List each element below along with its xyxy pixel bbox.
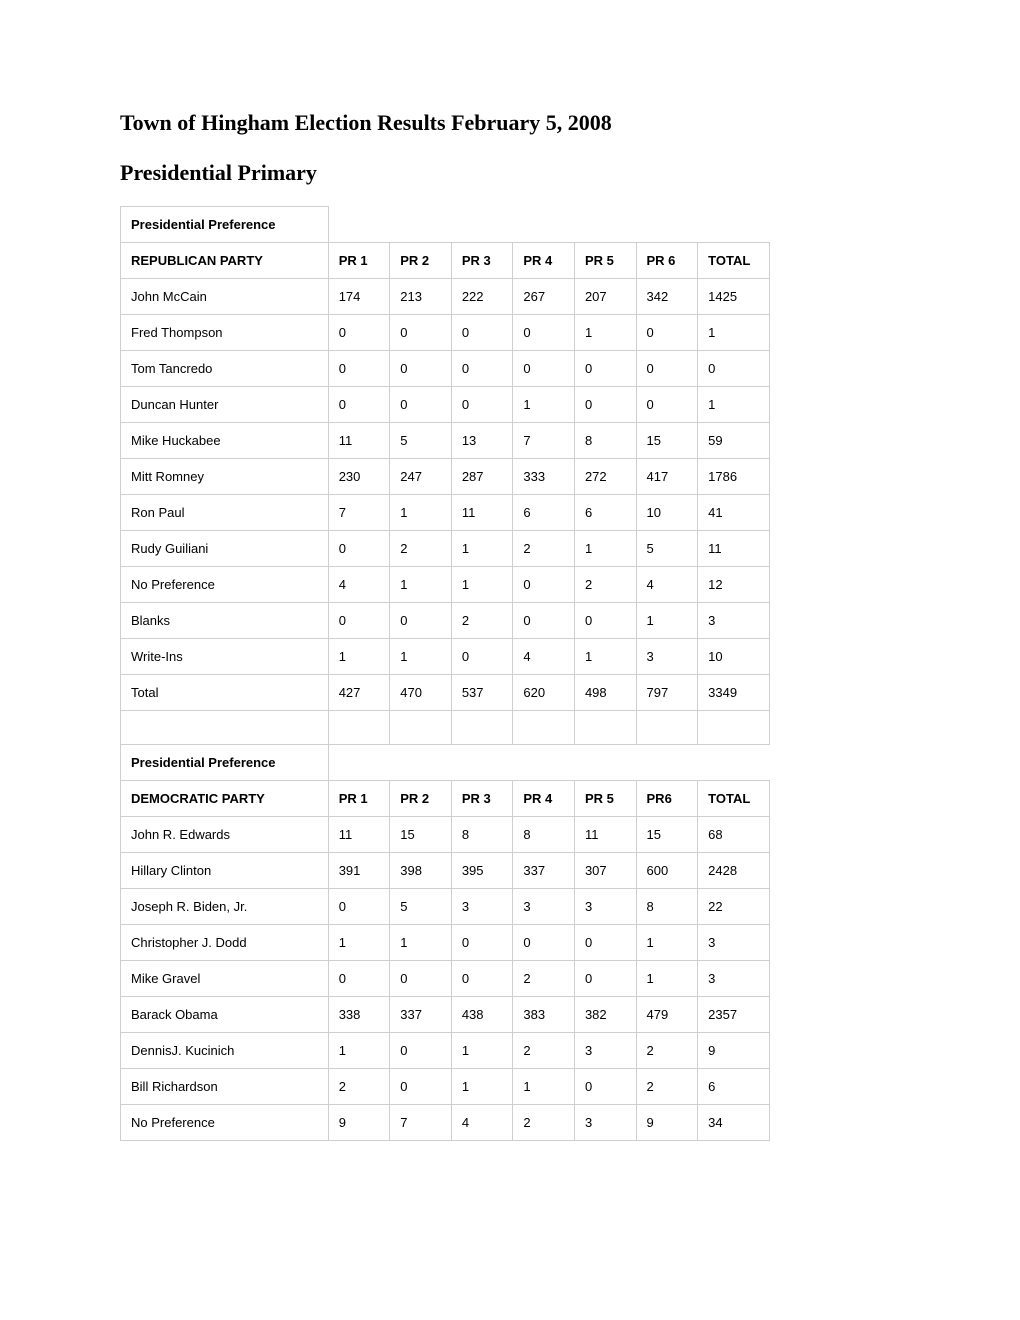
table-row: No Preference97423934: [121, 1105, 770, 1141]
table-row: Joseph R. Biden, Jr.05333822: [121, 889, 770, 925]
page-title: Town of Hingham Election Results Februar…: [120, 110, 900, 136]
table-row: Hillary Clinton3913983953373076002428: [121, 853, 770, 889]
table-row: Fred Thompson0000101: [121, 315, 770, 351]
table-row: Bill Richardson2011026: [121, 1069, 770, 1105]
table-row: Write-Ins11041310: [121, 639, 770, 675]
results-table: Presidential PreferenceREPUBLICAN PARTYP…: [120, 206, 770, 1141]
table-row: Christopher J. Dodd1100013: [121, 925, 770, 961]
table-row: Mike Gravel0002013: [121, 961, 770, 997]
section-header-democratic: Presidential Preference: [121, 745, 770, 781]
table-row: DennisJ. Kucinich1012329: [121, 1033, 770, 1069]
table-row: Total4274705376204987973349: [121, 675, 770, 711]
column-header-republican: REPUBLICAN PARTYPR 1PR 2PR 3PR 4PR 5PR 6…: [121, 243, 770, 279]
table-row: Rudy Guiliani02121511: [121, 531, 770, 567]
page-subtitle: Presidential Primary: [120, 160, 900, 186]
table-row: No Preference41102412: [121, 567, 770, 603]
column-header-democratic: DEMOCRATIC PARTYPR 1PR 2PR 3PR 4PR 5PR6T…: [121, 781, 770, 817]
table-row: Duncan Hunter0001001: [121, 387, 770, 423]
table-row: John McCain1742132222672073421425: [121, 279, 770, 315]
spacer-row: [121, 711, 770, 745]
page: Town of Hingham Election Results Februar…: [0, 0, 1020, 1181]
table-row: Mike Huckabee11513781559: [121, 423, 770, 459]
table-row: Tom Tancredo0000000: [121, 351, 770, 387]
table-row: Mitt Romney2302472873332724171786: [121, 459, 770, 495]
table-row: Ron Paul7111661041: [121, 495, 770, 531]
section-header-republican: Presidential Preference: [121, 207, 770, 243]
table-row: John R. Edwards111588111568: [121, 817, 770, 853]
table-row: Barack Obama3383374383833824792357: [121, 997, 770, 1033]
table-row: Blanks0020013: [121, 603, 770, 639]
